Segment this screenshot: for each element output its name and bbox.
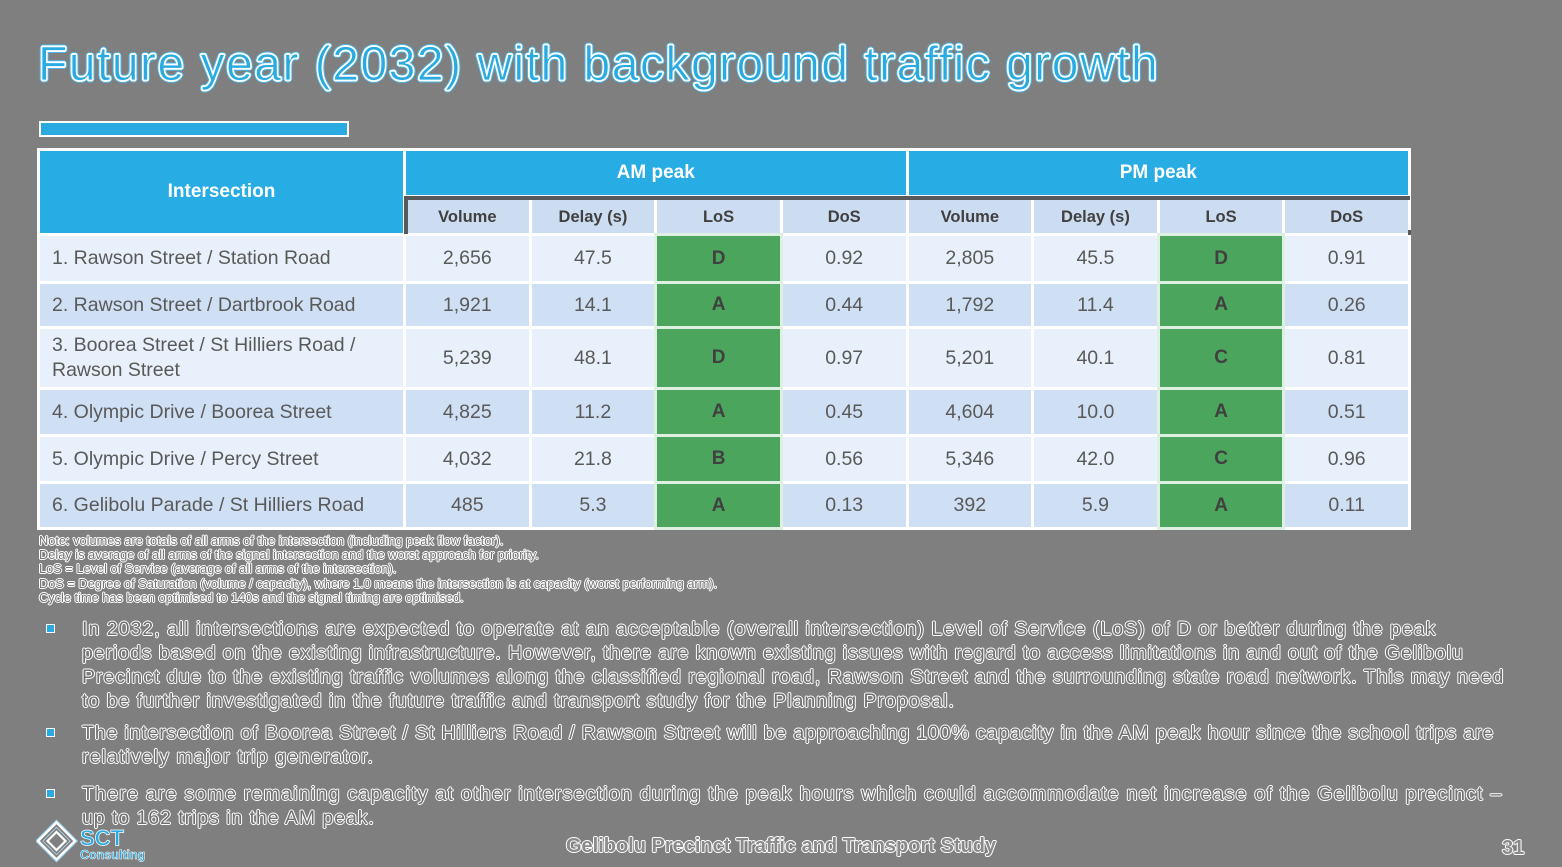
svg-text:SCT: SCT — [80, 826, 125, 851]
svg-text:Consulting: Consulting — [80, 848, 145, 862]
